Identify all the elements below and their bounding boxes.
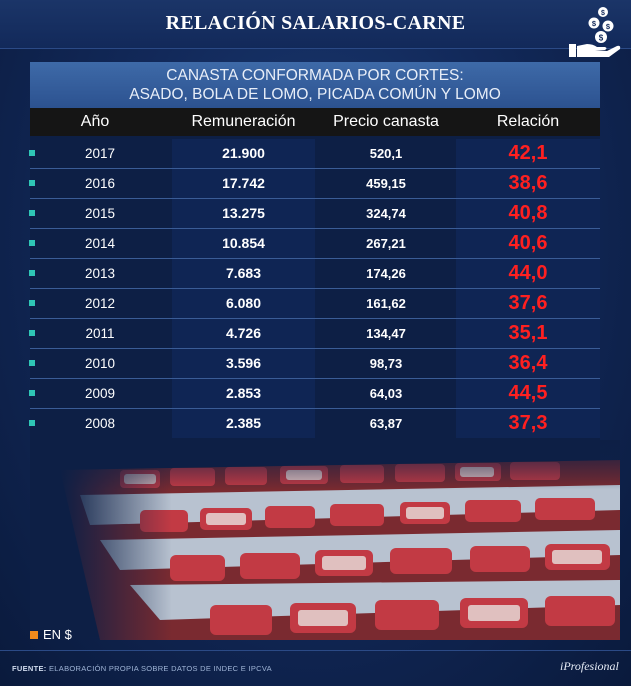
- row-divider: [30, 288, 600, 289]
- year-cell: 2014: [84, 236, 116, 251]
- remuneration-cell: 6.080: [172, 289, 315, 318]
- meat-display-photo: [60, 440, 620, 640]
- row-bullet: [29, 180, 35, 186]
- table-row: 2016 17.742 459,15 38,6: [30, 169, 600, 198]
- svg-text:$: $: [592, 19, 597, 28]
- svg-text:$: $: [606, 22, 611, 31]
- year-cell: 2011: [85, 326, 115, 341]
- row-bullet: [29, 270, 35, 276]
- year-cell: 2012: [84, 296, 116, 311]
- relation-cell: 44,0: [456, 259, 600, 288]
- header-remuneration: Remuneración: [191, 113, 296, 130]
- row-bullet: [29, 420, 35, 426]
- table-row: 2015 13.275 324,74 40,8: [30, 199, 600, 228]
- year-cell: 2013: [84, 266, 116, 281]
- table-row: 2011 4.726 134,47 35,1: [30, 319, 600, 348]
- remuneration-cell: 2.853: [172, 379, 315, 408]
- relation-cell: 37,3: [456, 409, 600, 438]
- relation-cell: 35,1: [456, 319, 600, 348]
- row-bullet: [29, 240, 35, 246]
- table-row: 2009 2.853 64,03 44,5: [30, 379, 600, 408]
- year-cell: 2010: [84, 356, 116, 371]
- price-cell: 174,26: [366, 266, 406, 281]
- legend-text: EN $: [43, 627, 72, 642]
- row-divider: [30, 378, 600, 379]
- source-text: ELABORACIÓN PROPIA SOBRE DATOS DE INDEC …: [49, 664, 272, 673]
- title-bar: RELACIÓN SALARIOS-CARNE: [0, 0, 631, 49]
- price-cell: 64,03: [369, 386, 403, 401]
- table-row: 2013 7.683 174,26 44,0: [30, 259, 600, 288]
- year-cell: 2009: [84, 386, 116, 401]
- row-divider: [30, 258, 600, 259]
- remuneration-cell: 21.900: [172, 139, 315, 168]
- year-cell: 2016: [84, 176, 116, 191]
- table-row: 2014 10.854 267,21 40,6: [30, 229, 600, 258]
- row-bullet: [29, 150, 35, 156]
- row-divider: [30, 318, 600, 319]
- header-price: Precio canasta: [333, 113, 439, 130]
- remuneration-cell: 3.596: [172, 349, 315, 378]
- row-bullet: [29, 390, 35, 396]
- row-bullet: [29, 330, 35, 336]
- source-footer: FUENTE: ELABORACIÓN PROPIA SOBRE DATOS D…: [12, 664, 272, 673]
- remuneration-cell: 13.275: [172, 199, 315, 228]
- source-label: FUENTE:: [12, 664, 47, 673]
- price-cell: 63,87: [369, 416, 403, 431]
- relation-cell: 38,6: [456, 169, 600, 198]
- table-row: 2017 21.900 520,1 42,1: [30, 139, 600, 168]
- price-cell: 520,1: [369, 146, 403, 161]
- subtitle-line-2: ASADO, BOLA DE LOMO, PICADA COMÚN Y LOMO: [129, 86, 501, 103]
- subtitle-line-1: CANASTA CONFORMADA POR CORTES:: [166, 67, 464, 84]
- remuneration-cell: 2.385: [172, 409, 315, 438]
- row-divider: [30, 348, 600, 349]
- relation-cell: 40,6: [456, 229, 600, 258]
- row-bullet: [29, 210, 35, 216]
- header-relation: Relación: [496, 113, 560, 130]
- relation-cell: 44,5: [456, 379, 600, 408]
- price-cell: 161,62: [366, 296, 406, 311]
- year-cell: 2017: [84, 146, 116, 161]
- row-divider: [30, 168, 600, 169]
- table-header: Año Remuneración Precio canasta Relación: [30, 108, 600, 136]
- row-bullet: [29, 300, 35, 306]
- row-divider: [30, 408, 600, 409]
- remuneration-cell: 4.726: [172, 319, 315, 348]
- subtitle-box: CANASTA CONFORMADA POR CORTES: ASADO, BO…: [30, 62, 600, 108]
- relation-cell: 42,1: [456, 139, 600, 168]
- remuneration-cell: 7.683: [172, 259, 315, 288]
- row-bullet: [29, 360, 35, 366]
- brand-logo: iProfesional: [560, 659, 619, 673]
- price-cell: 134,47: [366, 326, 406, 341]
- footer-divider: [0, 650, 631, 651]
- relation-cell: 37,6: [456, 289, 600, 318]
- money-hand-icon: $ $ $ $: [569, 7, 621, 57]
- table-row: 2012 6.080 161,62 37,6: [30, 289, 600, 318]
- relation-cell: 40,8: [456, 199, 600, 228]
- relation-cell: 36,4: [456, 349, 600, 378]
- price-cell: 267,21: [366, 236, 406, 251]
- row-divider: [30, 228, 600, 229]
- row-divider: [30, 198, 600, 199]
- remuneration-cell: 10.854: [172, 229, 315, 258]
- header-year: Año: [80, 113, 110, 130]
- year-cell: 2008: [84, 416, 116, 431]
- price-cell: 459,15: [366, 176, 406, 191]
- svg-text:$: $: [601, 10, 605, 17]
- price-cell: 98,73: [369, 356, 403, 371]
- legend-swatch: [30, 631, 38, 639]
- table-row: 2010 3.596 98,73 36,4: [30, 349, 600, 378]
- page-title: RELACIÓN SALARIOS-CARNE: [165, 12, 466, 34]
- year-cell: 2015: [84, 206, 116, 221]
- remuneration-cell: 17.742: [172, 169, 315, 198]
- svg-text:$: $: [599, 34, 604, 43]
- price-cell: 324,74: [366, 206, 406, 221]
- table-row: 2008 2.385 63,87 37,3: [30, 409, 600, 438]
